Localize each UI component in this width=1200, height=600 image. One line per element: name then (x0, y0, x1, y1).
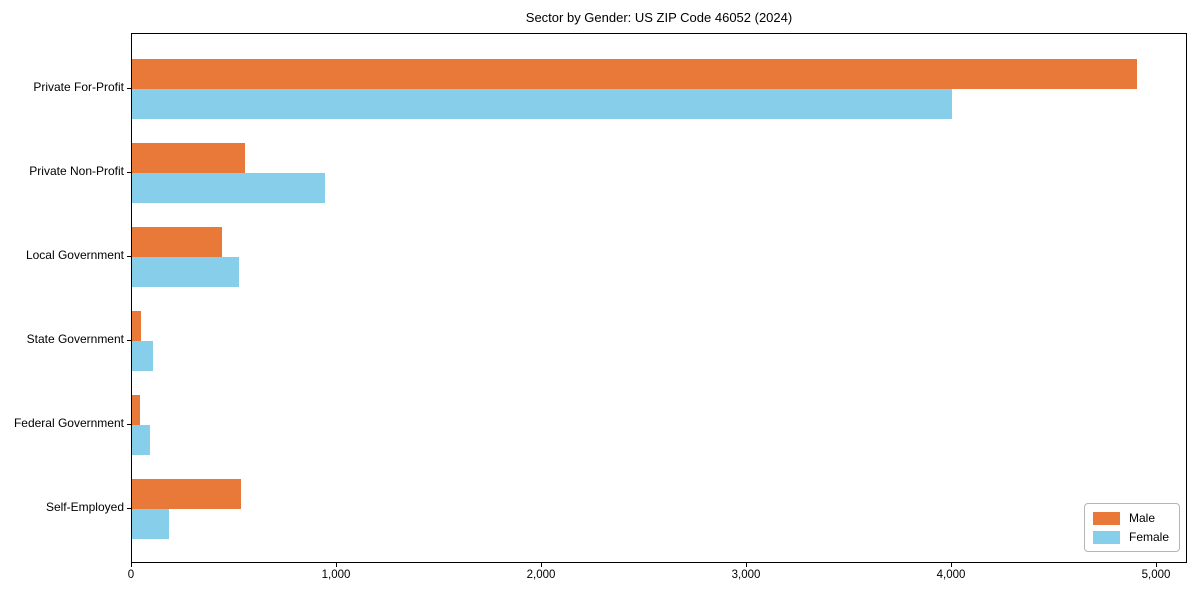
bar-male-5 (132, 395, 140, 425)
y-tick-mark (127, 172, 131, 173)
y-tick-label: State Government (26, 332, 124, 346)
legend-swatch-female (1092, 530, 1120, 544)
x-tick-label: 5,000 (1141, 569, 1171, 581)
legend: Male Female (1083, 503, 1180, 552)
y-tick-mark (127, 424, 131, 425)
y-tick-label: Federal Government (13, 416, 124, 430)
legend-item-female: Female (1092, 530, 1169, 544)
bar-male-3 (132, 227, 222, 257)
x-tick-label: 3,000 (731, 569, 761, 581)
x-tick-mark (541, 563, 542, 567)
x-tick-label: 0 (127, 569, 135, 581)
y-tick-label: Local Government (25, 248, 124, 262)
bar-female-4 (132, 341, 153, 371)
x-tick-mark (131, 563, 132, 567)
bar-male-6 (132, 479, 241, 509)
bar-female-5 (132, 425, 150, 455)
x-tick-label: 2,000 (526, 569, 556, 581)
bar-male-4 (132, 311, 141, 341)
bar-male-1 (132, 59, 1137, 89)
legend-label: Male (1128, 511, 1155, 525)
x-tick-mark (951, 563, 952, 567)
bar-female-2 (132, 173, 325, 203)
y-tick-mark (127, 256, 131, 257)
chart-title: Sector by Gender: US ZIP Code 46052 (202… (525, 10, 793, 25)
y-tick-label: Self-Employed (45, 500, 124, 514)
y-tick-label: Private Non-Profit (29, 164, 124, 178)
bar-female-6 (132, 509, 169, 539)
plot-area: Male Female (131, 33, 1187, 563)
x-tick-mark (336, 563, 337, 567)
bar-female-1 (132, 89, 952, 119)
x-tick-mark (746, 563, 747, 567)
x-tick-mark (1156, 563, 1157, 567)
bar-female-3 (132, 257, 239, 287)
y-tick-mark (127, 508, 131, 509)
y-tick-mark (127, 340, 131, 341)
legend-label: Female (1128, 530, 1169, 544)
y-tick-label: Private For-Profit (33, 80, 124, 94)
legend-item-male: Male (1092, 511, 1169, 525)
x-tick-label: 1,000 (321, 569, 351, 581)
x-tick-label: 4,000 (936, 569, 966, 581)
y-tick-mark (127, 88, 131, 89)
bar-male-2 (132, 143, 245, 173)
legend-swatch-male (1092, 511, 1120, 525)
